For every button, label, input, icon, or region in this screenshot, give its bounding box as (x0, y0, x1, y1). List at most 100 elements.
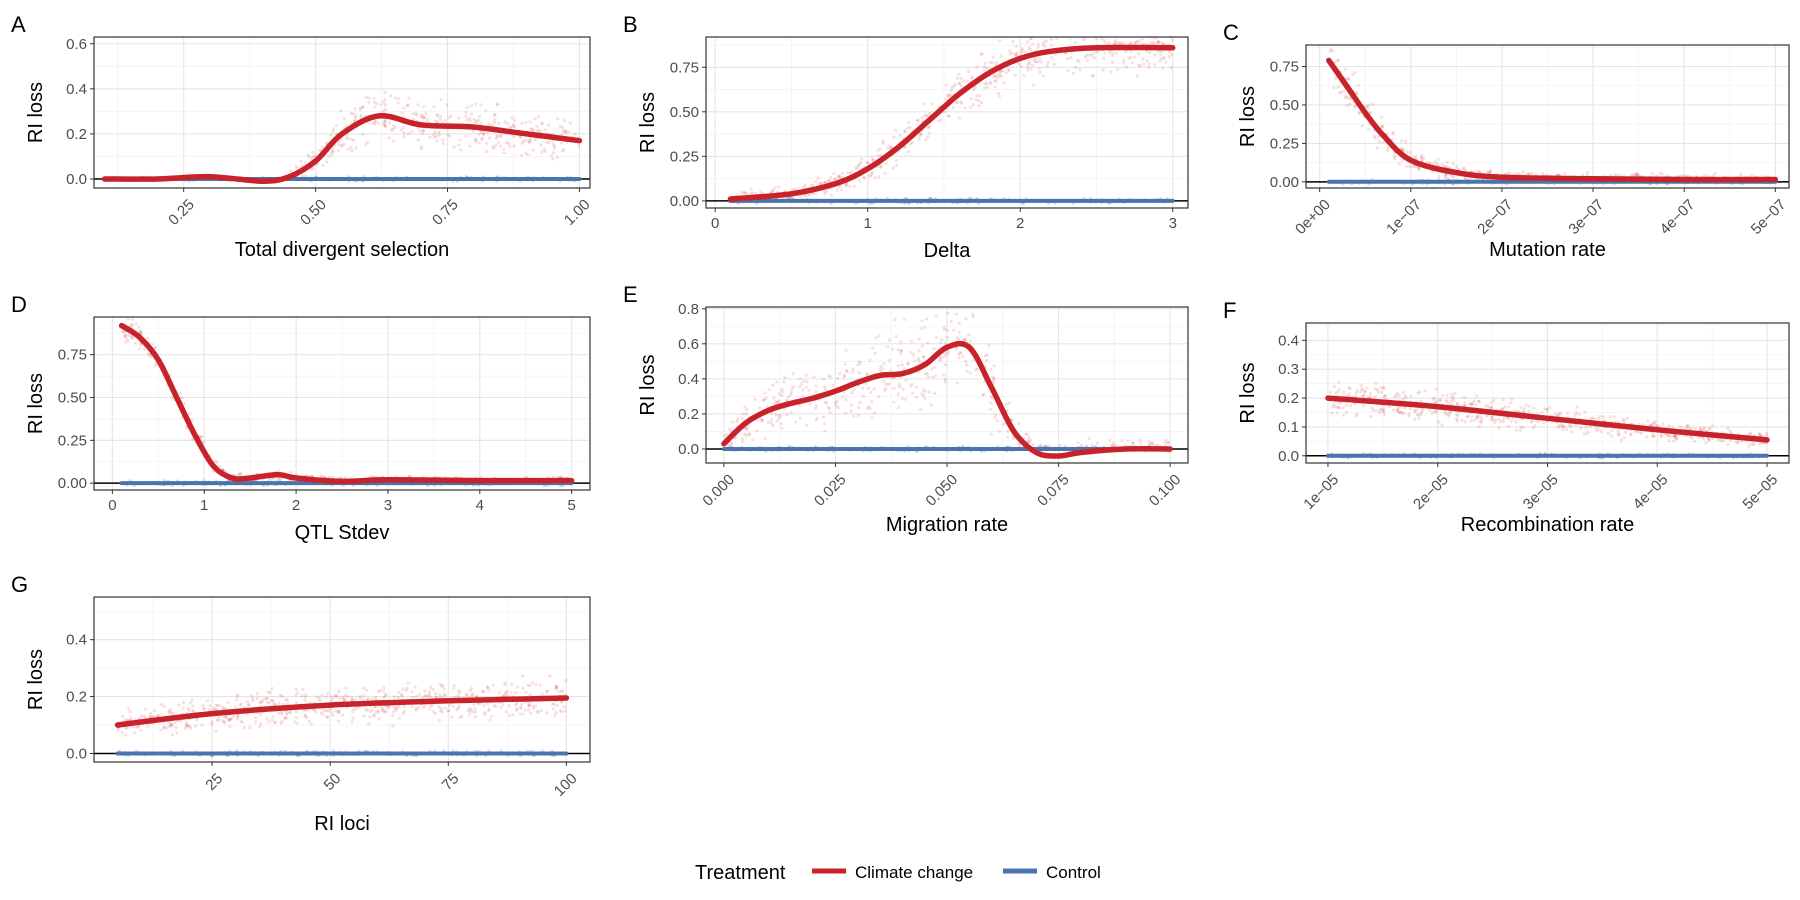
climate-change-point (959, 77, 964, 81)
climate-change-point (1028, 48, 1033, 52)
climate-change-point (1141, 57, 1145, 61)
climate-change-point (1090, 74, 1094, 78)
climate-change-point (744, 412, 749, 416)
climate-change-point (320, 693, 324, 697)
climate-change-point (1419, 156, 1423, 160)
x-tick-label: 0.000 (699, 471, 738, 510)
x-tick-label: 0.25 (165, 196, 198, 229)
climate-change-point (1400, 139, 1404, 143)
climate-change-point (1440, 162, 1444, 166)
climate-change-point (1401, 158, 1405, 162)
climate-change-point (1137, 39, 1141, 44)
climate-change-point (964, 359, 968, 364)
climate-change-point (870, 156, 874, 160)
climate-change-point (1038, 70, 1042, 74)
climate-change-point (1711, 174, 1715, 178)
climate-change-point (1473, 418, 1477, 422)
climate-change-point (877, 395, 881, 399)
climate-change-point (856, 413, 860, 417)
climate-change-point (560, 149, 565, 153)
climate-change-point (465, 105, 469, 109)
climate-change-point (1728, 429, 1732, 433)
climate-change-point (443, 118, 447, 123)
climate-change-point (895, 163, 899, 168)
climate-change-point (976, 98, 981, 103)
climate-change-point (127, 333, 131, 338)
climate-change-point (551, 151, 556, 155)
climate-change-point (1380, 390, 1384, 394)
climate-change-point (447, 116, 451, 120)
climate-change-point (799, 382, 804, 386)
climate-change-point (1076, 58, 1080, 62)
climate-change-point (457, 143, 461, 147)
climate-change-point (359, 115, 363, 119)
climate-change-point (798, 385, 802, 389)
climate-change-point (918, 133, 922, 138)
climate-change-point (725, 432, 729, 437)
climate-change-point (881, 141, 885, 145)
climate-change-point (1431, 397, 1435, 401)
climate-change-point (853, 166, 858, 170)
climate-change-point (189, 701, 193, 705)
climate-change-point (810, 192, 815, 196)
climate-change-point (903, 397, 908, 401)
climate-change-point (1748, 442, 1752, 446)
climate-change-point (539, 143, 543, 147)
climate-change-point (972, 88, 976, 92)
climate-change-point (1360, 388, 1364, 392)
climate-change-point (968, 339, 972, 343)
climate-change-point (832, 177, 837, 181)
climate-change-point (808, 402, 812, 406)
climate-change-point (783, 375, 787, 380)
climate-change-point (1102, 38, 1106, 43)
climate-change-point (884, 386, 888, 390)
climate-change-point (989, 432, 993, 436)
climate-change-point (1166, 441, 1170, 445)
climate-change-point (924, 317, 929, 321)
climate-change-point (1006, 429, 1010, 434)
climate-change-point (1646, 419, 1650, 423)
climate-change-point (493, 113, 497, 117)
climate-change-point (873, 411, 877, 415)
climate-change-point (1142, 62, 1146, 66)
climate-change-point (529, 127, 533, 131)
climate-change-point (848, 184, 852, 188)
climate-change-point (555, 155, 560, 160)
climate-change-point (511, 123, 516, 127)
climate-change-point (849, 171, 853, 176)
climate-change-point (1414, 154, 1418, 158)
climate-change-point (1636, 172, 1640, 176)
climate-change-point (1526, 172, 1530, 176)
climate-change-point (131, 336, 135, 340)
climate-change-point (576, 144, 581, 148)
climate-change-point (1137, 52, 1141, 56)
climate-change-point (1725, 426, 1729, 430)
climate-change-point (1494, 418, 1498, 422)
climate-change-point (477, 141, 482, 145)
climate-change-point (919, 132, 924, 136)
climate-change-point (178, 391, 182, 396)
climate-change-point (556, 117, 560, 121)
climate-change-point (927, 125, 932, 129)
climate-change-point (539, 129, 543, 133)
climate-change-point (779, 422, 783, 426)
climate-change-point (1510, 397, 1514, 401)
climate-change-point (521, 139, 525, 143)
climate-change-point (911, 391, 915, 395)
climate-change-point (415, 113, 419, 117)
climate-change-point (1734, 440, 1739, 445)
climate-change-point (1370, 102, 1375, 106)
climate-change-point (773, 186, 777, 190)
climate-change-point (359, 113, 363, 118)
climate-change-point (1401, 148, 1405, 152)
climate-change-point (1457, 167, 1461, 171)
climate-change-point (330, 153, 334, 157)
climate-change-point (330, 710, 334, 714)
climate-change-point (1134, 41, 1138, 45)
y-tick-label: 0.00 (58, 475, 87, 492)
climate-change-point (1025, 62, 1029, 67)
climate-change-point (1345, 403, 1349, 407)
climate-change-point (943, 363, 948, 367)
climate-change-point (1526, 172, 1530, 176)
climate-change-point (956, 76, 960, 80)
